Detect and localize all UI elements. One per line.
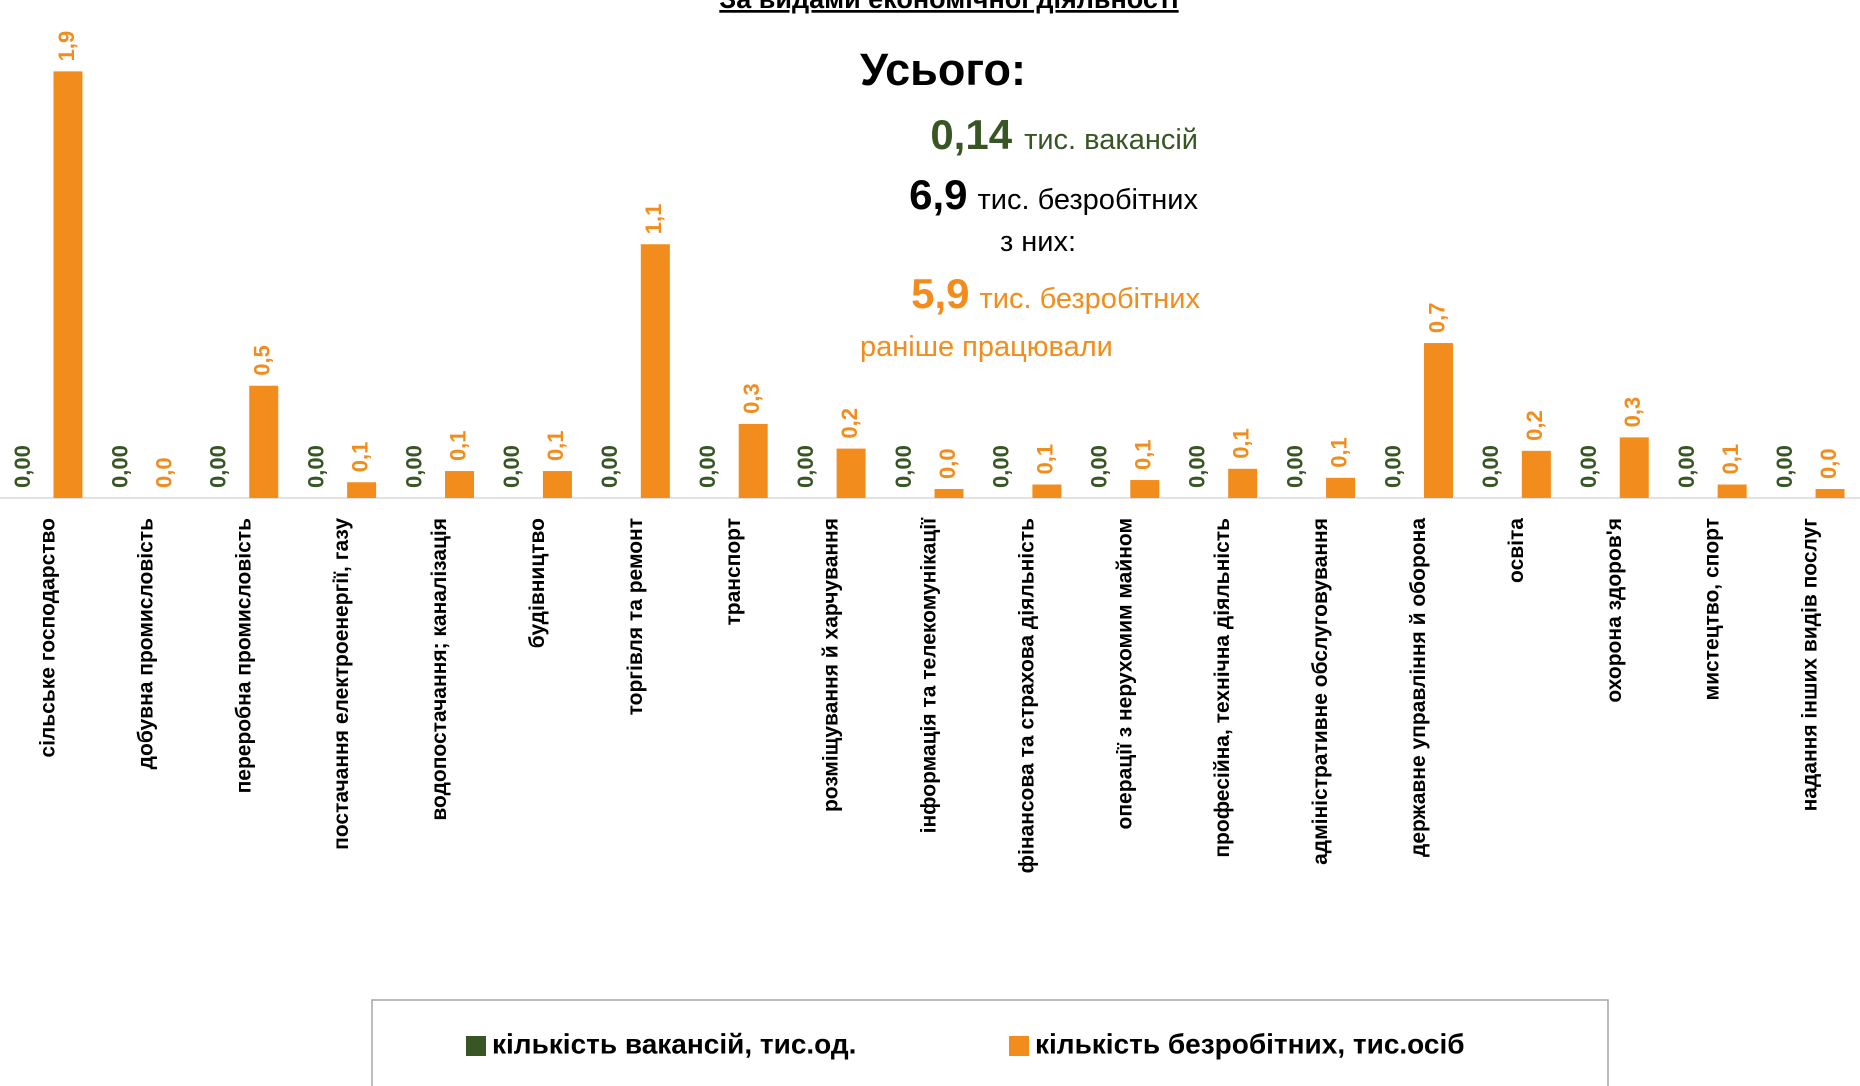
value-label: 0,00 [1772,445,1797,488]
value-label: 0,00 [1576,445,1601,488]
legend-swatch [466,1036,486,1056]
chart-title: За видами економічної діяльності [719,0,1178,14]
bar [1815,489,1845,498]
bar [1228,468,1258,498]
bar [249,385,279,498]
x-tick-label: мистецтво, спорт [1701,518,1724,700]
value-label: 0,00 [1380,445,1405,488]
bar [1717,484,1747,498]
x-tick-label: постачання електроенергії, газу [330,518,353,850]
value-label: 1,1 [641,204,666,235]
x-tick-label: добувна промисловість [134,518,157,769]
bar [1032,484,1062,498]
value-label: 0,00 [206,445,231,488]
bar [640,244,670,498]
value-label: 0,00 [793,445,818,488]
x-tick-label: фінансова та страхова діяльність [1015,518,1038,873]
value-label: 0,5 [250,345,275,376]
annotation: 0,14 [930,111,1012,158]
value-label: 0,1 [1718,444,1743,475]
annotation: 0,14 тис. вакансій [930,111,1198,158]
value-label: 0,0 [1816,448,1841,479]
x-tick-label: водопостачання; каналізація [428,518,451,821]
value-label: 0,1 [1131,439,1156,470]
x-tick-label: транспорт [722,518,745,626]
bar [445,471,475,498]
x-tick-label: операції з нерухомим майном [1113,518,1136,829]
x-tick-label: державне управління й оборона [1407,518,1430,857]
value-label: 0,1 [445,430,470,461]
value-label: 0,00 [108,445,133,488]
value-label: 0,00 [1282,445,1307,488]
value-label: 0,00 [401,445,426,488]
bar [836,448,866,498]
bar [738,423,768,498]
bar [1521,450,1551,498]
value-label: 0,1 [347,442,372,473]
annotation: 5,9 [911,270,969,317]
bar [1423,343,1453,498]
x-tick-label: торгівля та ремонт [624,518,647,715]
annotation: тис. безробітних [978,184,1199,216]
annotation: 6,9 тис. безробітних [909,171,1198,218]
annotation: тис. безробітних [980,283,1201,315]
legend-label: кількість безробітних, тис.осіб [1035,1028,1465,1059]
value-label: 0,00 [989,445,1014,488]
x-tick-label: адміністративне обслуговування [1309,518,1332,865]
x-tick-label: сільське господарство [36,518,59,758]
legend-box [371,999,1609,1086]
value-label: 0,00 [1087,445,1112,488]
value-label: 0,00 [1184,445,1209,488]
value-label: 0,1 [1228,428,1253,459]
value-label: 0,00 [891,445,916,488]
value-label: 0,2 [1522,410,1547,441]
legend-label: кількість вакансій, тис.од. [492,1028,856,1059]
bar [1326,477,1356,498]
value-label: 0,3 [739,383,764,414]
value-label: 0,00 [1478,445,1503,488]
value-label: 0,1 [1033,444,1058,475]
annotation: 5,9 тис. безробітних [911,270,1200,317]
bar [934,489,964,498]
value-label: 0,1 [543,430,568,461]
value-label: 1,9 [54,31,79,62]
bar [1130,480,1160,498]
x-tick-label: освіта [1505,518,1528,583]
x-tick-label: охорона здоров'я [1603,518,1626,703]
x-tick-label: переробна промисловість [232,518,255,793]
bar [1619,437,1649,498]
x-tick-label: надання інших видів послуг [1799,518,1822,812]
value-label: 0,2 [837,408,862,439]
bar [347,482,377,498]
annotation: Усього: [860,44,1026,95]
x-tick-label: розміщування й харчування [820,518,843,812]
annotation: 6,9 [909,171,967,218]
annotation: раніше працювали [860,331,1113,363]
value-label: 0,7 [1424,302,1449,333]
x-tick-label: інформація та телекомунікації [918,517,941,833]
x-tick-label: будівництво [526,518,549,648]
x-tick-label: професійна, технічна діяльність [1211,518,1234,858]
value-label: 0,00 [1674,445,1699,488]
value-label: 0,1 [1326,437,1351,468]
annotation: з них: [1000,226,1076,258]
bar [53,71,83,498]
value-label: 0,3 [1620,397,1645,428]
value-label: 0,00 [499,445,524,488]
value-label: 0,0 [935,448,960,479]
annotation: тис. вакансій [1024,124,1198,156]
value-label: 0,00 [10,445,35,488]
value-label: 0,00 [303,445,328,488]
value-label: 0,00 [597,445,622,488]
value-label: 0,0 [152,457,177,488]
legend-swatch [1009,1036,1029,1056]
bar [542,471,572,498]
value-label: 0,00 [695,445,720,488]
